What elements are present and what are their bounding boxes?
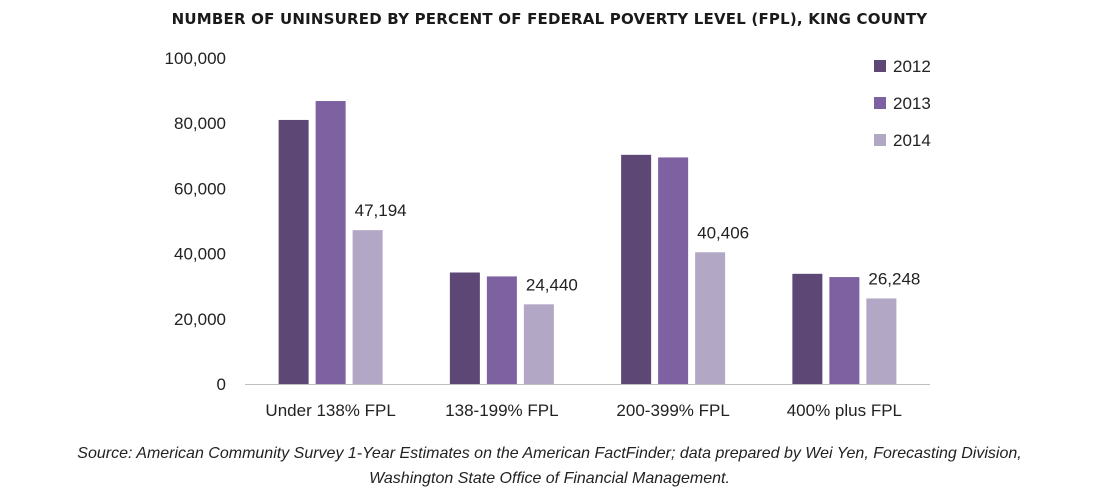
y-tick-label: 0 xyxy=(217,375,226,394)
legend-swatch-2012 xyxy=(874,60,886,72)
bar-2014-0 xyxy=(352,230,383,384)
x-tick-label: 138-199% FPL xyxy=(445,401,558,420)
legend-label: 2013 xyxy=(893,94,931,113)
legend-label: 2014 xyxy=(893,131,931,150)
data-label: 47,194 xyxy=(355,201,407,220)
bar-2013-1 xyxy=(486,276,517,384)
y-tick-label: 80,000 xyxy=(174,114,226,133)
bar-2013-0 xyxy=(315,101,346,385)
x-tick-label: 400% plus FPL xyxy=(787,401,902,420)
legend-swatch-2014 xyxy=(874,134,886,146)
x-tick-label: 200-399% FPL xyxy=(616,401,729,420)
legend-swatch-2013 xyxy=(874,97,886,109)
data-label: 26,248 xyxy=(868,269,920,288)
data-labels: 47,194 24,440 40,406 26,248 xyxy=(355,201,921,294)
bar-2013-3 xyxy=(829,277,860,384)
x-tick-label: Under 138% FPL xyxy=(265,401,395,420)
bar-chart: 0 20,000 40,000 60,000 80,000 100,000 47,194 2… xyxy=(165,49,931,420)
bar-2013-2 xyxy=(658,157,689,384)
bar-2014-3 xyxy=(866,298,897,384)
bars xyxy=(278,101,897,385)
bar-2012-3 xyxy=(792,273,823,384)
chart-title: NUMBER OF UNINSURED BY PERCENT OF FEDERA… xyxy=(171,10,928,28)
bar-2014-2 xyxy=(695,252,726,384)
bar-2012-1 xyxy=(449,272,480,384)
source-note-line-2: Washington State Office of Financial Man… xyxy=(369,470,730,487)
bar-2012-2 xyxy=(621,154,652,384)
source-note-line-1: Source: American Community Survey 1-Year… xyxy=(77,445,1022,462)
y-axis: 0 20,000 40,000 60,000 80,000 100,000 xyxy=(165,49,226,394)
y-tick-label: 100,000 xyxy=(165,49,226,68)
data-label: 40,406 xyxy=(697,223,749,242)
legend-label: 2012 xyxy=(893,57,931,76)
y-tick-label: 60,000 xyxy=(174,179,226,198)
y-tick-label: 20,000 xyxy=(174,310,226,329)
bar-2014-1 xyxy=(523,304,554,384)
bar-2012-0 xyxy=(278,119,309,384)
y-tick-label: 40,000 xyxy=(174,245,226,264)
x-axis: Under 138% FPL 138-199% FPL 200-399% FPL 40… xyxy=(245,384,930,420)
legend: 2012 2013 2014 xyxy=(874,57,931,150)
data-label: 24,440 xyxy=(526,275,578,294)
